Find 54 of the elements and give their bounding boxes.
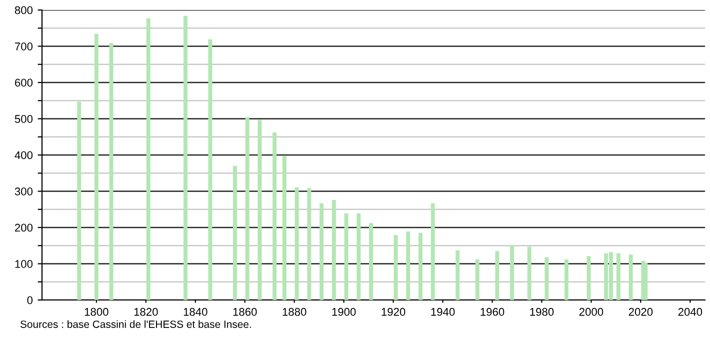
y-tick-label: 400 bbox=[14, 151, 33, 160]
y-tick-label: 0 bbox=[27, 296, 33, 304]
bar bbox=[307, 188, 312, 300]
x-tick-label: 1820 bbox=[134, 308, 158, 316]
x-tick-label: 1860 bbox=[233, 308, 257, 316]
y-tick-label: 700 bbox=[15, 42, 33, 50]
bar bbox=[586, 256, 591, 300]
bar bbox=[232, 166, 237, 300]
bar bbox=[510, 244, 514, 300]
bar bbox=[369, 223, 374, 300]
bar bbox=[456, 250, 460, 300]
bar bbox=[94, 34, 98, 300]
bar bbox=[495, 251, 500, 300]
x-tick-label: 1960 bbox=[480, 308, 504, 316]
bar bbox=[294, 187, 299, 300]
bar bbox=[430, 203, 435, 300]
bar bbox=[544, 257, 549, 300]
x-tick-label: 2000 bbox=[579, 308, 604, 316]
bar bbox=[320, 203, 324, 300]
y-tick-label: 300 bbox=[14, 188, 33, 196]
bar bbox=[272, 132, 277, 300]
x-tick-label: 1900 bbox=[332, 308, 356, 316]
y-tick-label: 200 bbox=[14, 224, 33, 232]
x-tick-label: 2020 bbox=[628, 308, 653, 316]
bar bbox=[616, 253, 620, 300]
y-tick-label: 600 bbox=[15, 78, 33, 87]
bar bbox=[245, 117, 250, 300]
bar bbox=[282, 156, 286, 300]
bar bbox=[332, 200, 336, 300]
x-tick-label: 1800 bbox=[84, 308, 108, 316]
bar bbox=[644, 262, 648, 300]
bar bbox=[406, 231, 410, 300]
x-tick-label: 1920 bbox=[382, 308, 406, 316]
bar bbox=[475, 259, 480, 300]
y-tick-label: 800 bbox=[14, 6, 33, 14]
bar bbox=[418, 232, 422, 300]
y-tick-label: 100 bbox=[15, 260, 33, 268]
x-tick-label: 2040 bbox=[678, 308, 702, 316]
y-tick-label: 500 bbox=[14, 115, 33, 123]
bar bbox=[184, 16, 188, 300]
x-tick-label: 1840 bbox=[184, 308, 208, 316]
bar bbox=[77, 102, 82, 300]
x-tick-label: 1940 bbox=[431, 308, 455, 316]
x-tick-label: 1880 bbox=[282, 308, 306, 316]
bar bbox=[564, 259, 568, 300]
bar bbox=[344, 213, 348, 300]
source-note: Sources : base Cassini de l'EHESS et base Insee. bbox=[20, 320, 251, 328]
bar bbox=[527, 246, 532, 300]
bar bbox=[356, 213, 361, 300]
bar bbox=[258, 120, 262, 300]
bar bbox=[146, 18, 150, 300]
bar bbox=[628, 254, 633, 300]
bar bbox=[208, 39, 212, 300]
x-tick-label: 1980 bbox=[530, 308, 554, 316]
